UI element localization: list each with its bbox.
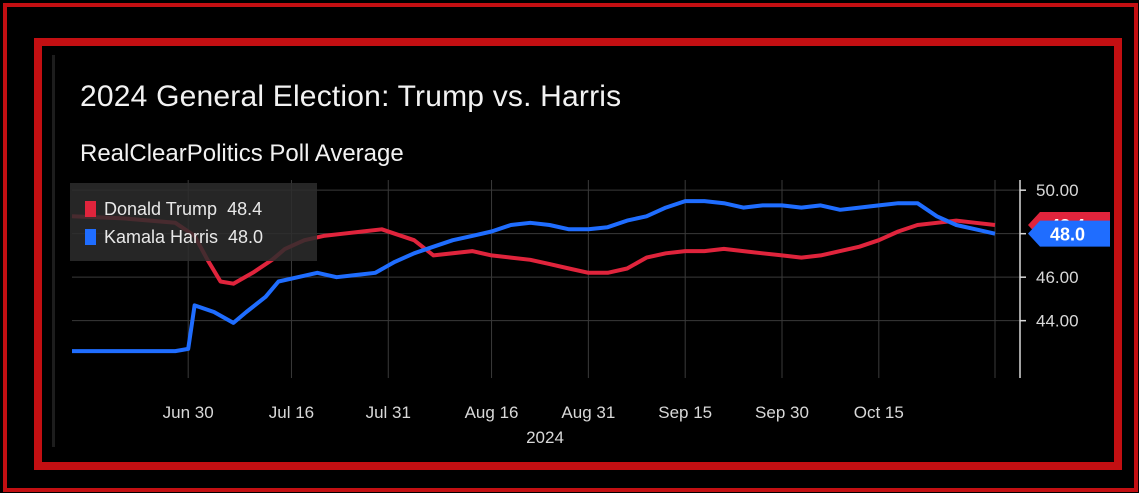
legend: Donald Trump 48.4 Kamala Harris 48.0	[70, 183, 317, 261]
y-tick-label: 46.00	[1036, 268, 1079, 287]
series-line-harris	[72, 199, 996, 354]
outer-frame	[3, 3, 1138, 492]
x-tick-label: Sep 15	[658, 403, 712, 422]
value-tag-harris	[1028, 220, 1110, 247]
x-tick-label: Jul 31	[366, 403, 411, 422]
legend-value-trump: 48.4	[227, 198, 263, 219]
value-tags: 48.448.0	[1028, 211, 1110, 247]
series-line-trump	[71, 214, 996, 286]
y-tick-label: 50.00	[1036, 181, 1079, 200]
legend-swatch-trump	[85, 201, 96, 217]
legend-label-harris: Kamala Harris	[104, 226, 219, 247]
x-tick-label: Sep 30	[755, 403, 809, 422]
legend-value-harris: 48.0	[228, 226, 264, 247]
x-tick-label: Jun 30	[163, 403, 214, 422]
chart-title: 2024 General Election: Trump vs. Harris	[80, 80, 622, 113]
series-lines	[71, 199, 996, 354]
x-axis: Jun 30 Jul 16 Jul 31 Aug 16 Aug 31 Sep 15 Sep …	[163, 403, 904, 447]
y-tick-label: 44.00	[1036, 312, 1079, 331]
legend-label-trump: Donald Trump	[104, 198, 218, 219]
legend-item-harris: Kamala Harris 48.0	[85, 225, 263, 249]
x-axis-label: 2024	[526, 428, 564, 447]
chart-subtitle: RealClearPolitics Poll Average	[80, 140, 404, 167]
x-tick-label: Aug 31	[561, 403, 615, 422]
x-tick-label: Jul 16	[269, 403, 314, 422]
x-tick-label: Aug 16	[465, 403, 519, 422]
legend-swatch-harris	[85, 229, 96, 245]
x-tick-label: Oct 15	[854, 403, 904, 422]
legend-item-trump: Donald Trump 48.4	[85, 197, 262, 221]
value-tag-label-harris: 48.0	[1050, 225, 1085, 245]
inner-frame	[34, 38, 1122, 470]
